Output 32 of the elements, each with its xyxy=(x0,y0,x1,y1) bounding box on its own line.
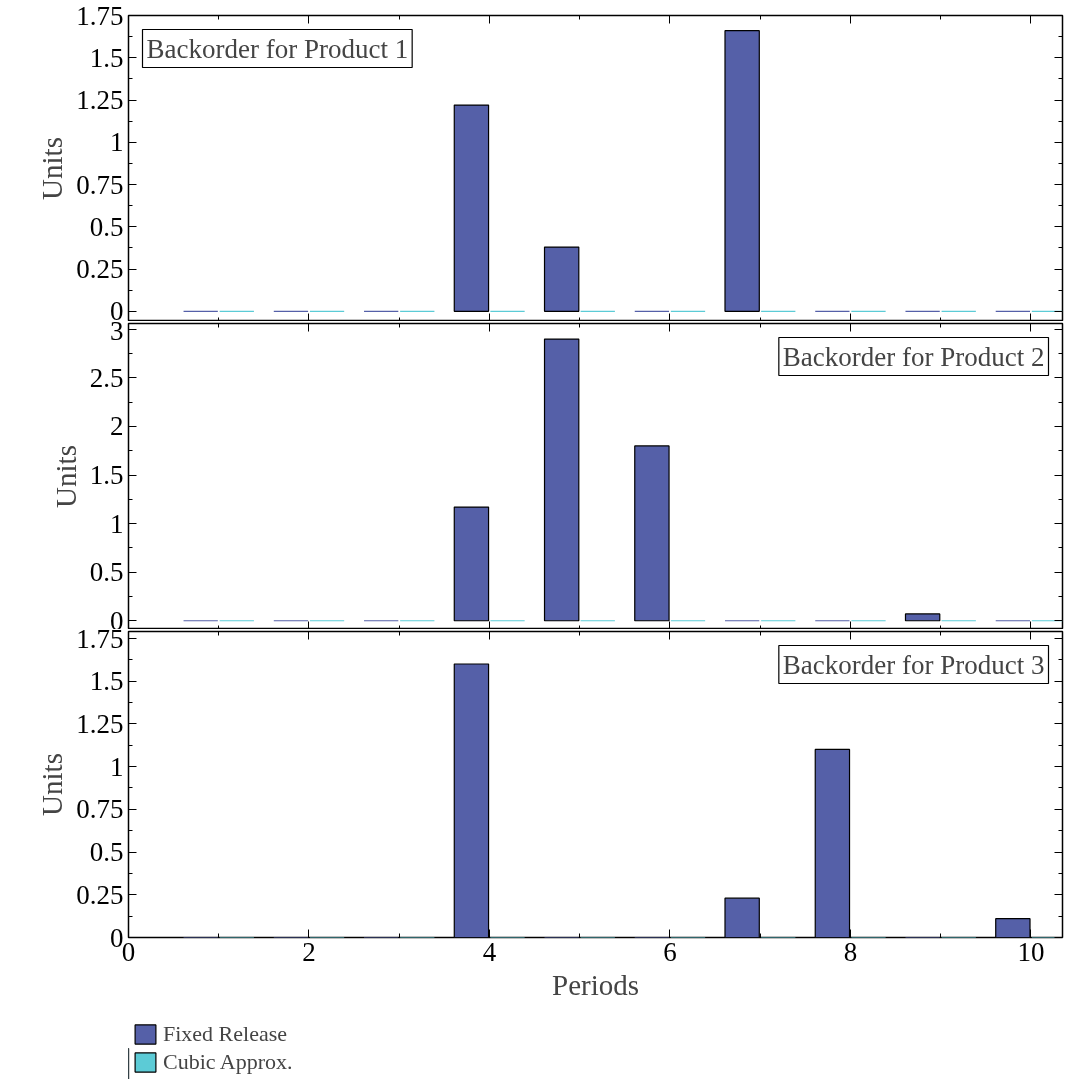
y-tick-label: 0.25 xyxy=(76,254,124,285)
y-tick-label: 1.25 xyxy=(76,708,124,739)
x-tick-label: 10 xyxy=(1017,936,1045,967)
y-tick-label: 0.5 xyxy=(89,837,124,868)
legend-label: Fixed Release xyxy=(163,1021,288,1047)
x-tick-label: 8 xyxy=(843,936,858,967)
y-axis-title: Units xyxy=(36,753,69,816)
annotation: Backorder for Product 2 xyxy=(782,341,1045,372)
x-tick-label: 2 xyxy=(302,936,316,967)
y-tick-label: 1.5 xyxy=(89,460,124,491)
annotation: Backorder for Product 1 xyxy=(146,33,409,64)
y-tick-label: 0.75 xyxy=(76,169,124,200)
x-axis-title: Periods xyxy=(552,968,639,1001)
y-tick-label: 1.75 xyxy=(76,0,124,31)
y-tick-label: 0.25 xyxy=(76,879,124,910)
y-tick-label: 2.5 xyxy=(89,362,124,393)
y-tick-label: 2 xyxy=(110,411,124,442)
y-tick-label: 0.5 xyxy=(89,211,124,242)
x-tick-label: 4 xyxy=(482,936,497,967)
y-tick-label: 1.5 xyxy=(89,42,124,73)
y-axis-title: Units xyxy=(49,445,82,508)
y-tick-label: 1.25 xyxy=(76,85,124,116)
y-tick-label: 0.75 xyxy=(76,794,124,825)
y-tick-label: 0.5 xyxy=(89,557,124,588)
y-tick-label: 1.5 xyxy=(89,666,124,697)
y-tick-label: 1 xyxy=(110,751,124,782)
y-tick-label: 1 xyxy=(110,508,124,539)
y-axis-title: Units xyxy=(36,137,69,200)
legend-label: Cubic Approx. xyxy=(163,1049,293,1075)
x-tick-label: 6 xyxy=(663,936,677,967)
annotation: Backorder for Product 3 xyxy=(782,649,1045,680)
y-tick-label: 1 xyxy=(110,127,124,158)
